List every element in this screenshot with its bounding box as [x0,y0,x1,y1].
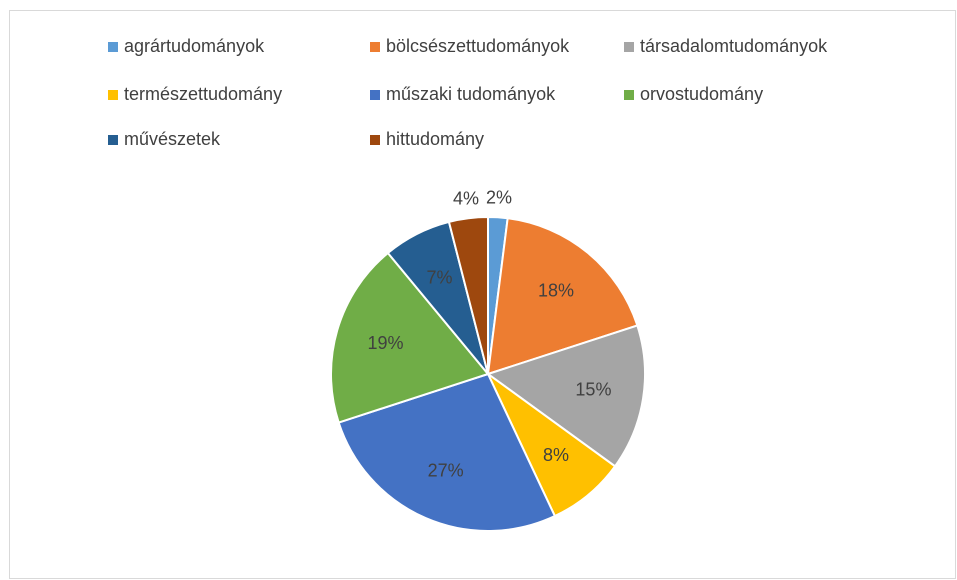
legend-swatch [108,90,118,100]
data-label: 27% [428,461,464,481]
data-label: 4% [453,188,479,208]
legend-swatch [370,90,380,100]
legend-label: hittudomány [386,129,484,149]
data-label: 8% [543,445,569,465]
data-label: 2% [486,187,512,207]
legend-swatch [624,42,634,52]
legend-label: bölcsészettudományok [386,36,570,56]
legend-label: műszaki tudományok [386,84,556,104]
legend-label: orvostudomány [640,84,763,104]
legend-swatch [624,90,634,100]
legend-label: agrártudományok [124,36,265,56]
legend-swatch [370,42,380,52]
pie-slice [330,251,490,424]
pie-slice [486,217,639,376]
legend-label: természettudomány [124,84,282,104]
legend-swatch [108,135,118,145]
pie-slice [447,215,489,375]
pie-slice [485,324,646,468]
data-label: 7% [427,268,453,288]
data-label: 15% [575,379,611,399]
legend-label: társadalomtudományok [640,36,828,56]
data-label: 18% [538,280,574,300]
data-label: 19% [367,333,403,353]
legend-label: művészetek [124,129,221,149]
pie-slice [337,372,557,532]
legend-swatch [370,135,380,145]
legend-swatch [108,42,118,52]
